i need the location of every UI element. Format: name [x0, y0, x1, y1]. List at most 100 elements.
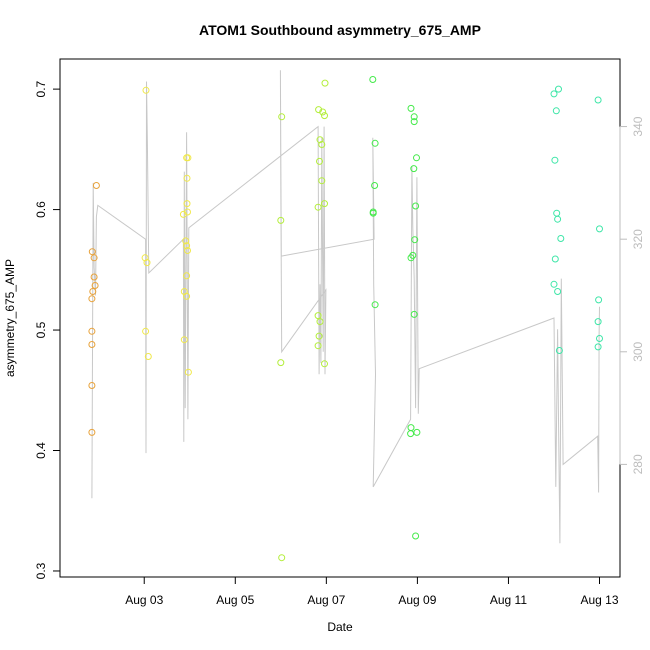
data-point: [407, 104, 415, 112]
y-axis-left: 0.3 0.4 0.5 0.6 0.7: [34, 80, 61, 579]
scatter-points-layer: [88, 76, 603, 562]
y-tick-label: 0.4: [34, 442, 48, 459]
x-axis-label: Date: [327, 620, 353, 634]
data-point: [550, 90, 558, 98]
data-point: [278, 554, 286, 562]
data-point: [316, 136, 324, 144]
chart-title: ATOM1 Southbound asymmetry_675_AMP: [199, 22, 481, 38]
data-point: [371, 139, 379, 147]
data-point: [371, 182, 379, 189]
y-tick-label: 0.6: [34, 201, 48, 218]
data-point: [88, 382, 96, 389]
data-point: [183, 272, 191, 280]
data-point: [182, 237, 190, 245]
data-point: [314, 342, 322, 350]
data-point: [88, 248, 96, 256]
data-point: [88, 327, 96, 335]
y-tick-label: 0.3: [34, 562, 48, 579]
data-point: [369, 76, 377, 83]
data-point: [184, 368, 192, 376]
data-point: [411, 236, 419, 244]
y2-tick-label: 340: [631, 116, 645, 136]
x-tick-label: Aug 07: [307, 593, 345, 607]
data-point: [91, 282, 99, 289]
line-series: [91, 70, 600, 544]
data-point: [314, 203, 322, 211]
data-point: [183, 200, 191, 208]
data-point: [183, 242, 191, 250]
data-point: [410, 113, 418, 121]
line-series-layer: [91, 70, 600, 544]
data-point: [552, 107, 560, 115]
data-point: [369, 209, 377, 217]
data-point: [594, 343, 602, 351]
data-point: [594, 318, 602, 326]
data-point: [594, 96, 602, 104]
x-tick-label: Aug 11: [490, 593, 527, 607]
data-point: [179, 210, 187, 218]
data-point: [316, 318, 324, 326]
data-point: [554, 288, 562, 295]
data-point: [314, 312, 322, 320]
data-point: [596, 335, 603, 342]
data-point: [90, 254, 98, 262]
data-point: [144, 353, 152, 360]
data-point: [410, 165, 418, 173]
data-point: [371, 301, 379, 309]
data-point: [551, 255, 559, 263]
data-point: [92, 182, 100, 189]
data-point: [183, 154, 191, 162]
data-point: [315, 332, 323, 340]
data-point: [143, 259, 151, 267]
data-point: [88, 295, 96, 303]
x-tick-label: Aug 05: [216, 593, 254, 607]
data-point: [318, 177, 326, 185]
data-point: [407, 430, 415, 438]
data-point: [316, 157, 323, 165]
data-point: [318, 141, 326, 148]
x-axis: Aug 03 Aug 05 Aug 07 Aug 09 Aug 11 Aug 13: [125, 576, 619, 607]
data-point: [321, 200, 328, 208]
y-tick-label: 0.7: [34, 80, 48, 97]
data-point: [554, 215, 562, 223]
y2-tick-label: 300: [631, 341, 645, 361]
y-tick-label: 0.5: [34, 321, 48, 338]
data-point: [183, 292, 191, 300]
data-point: [319, 108, 327, 116]
y2-tick-label: 280: [631, 454, 645, 474]
plot-frame: [59, 58, 621, 578]
y-axis-right: 280 300 320 340: [619, 116, 645, 474]
data-point: [412, 202, 420, 210]
y-axis-label: asymmetry_675_AMP: [3, 259, 17, 377]
x-tick-label: Aug 09: [398, 593, 436, 607]
data-point: [321, 112, 328, 120]
data-point: [407, 254, 415, 262]
data-point: [142, 86, 150, 94]
data-point: [550, 280, 558, 288]
data-point: [555, 85, 562, 93]
x-tick-label: Aug 13: [580, 593, 618, 607]
data-point: [88, 341, 96, 348]
data-point: [321, 360, 328, 368]
data-point: [277, 359, 285, 367]
data-point: [413, 428, 421, 436]
x-tick-label: Aug 03: [125, 593, 163, 607]
data-point: [553, 209, 561, 217]
data-point: [142, 327, 150, 335]
data-point: [184, 247, 191, 254]
data-point: [412, 532, 420, 540]
data-point: [89, 288, 97, 295]
data-point: [278, 113, 286, 121]
data-point: [277, 216, 285, 224]
data-point: [88, 428, 96, 436]
data-point: [410, 118, 418, 126]
data-point: [407, 424, 415, 432]
data-point: [595, 296, 603, 304]
data-point: [410, 310, 418, 318]
data-point: [551, 156, 559, 164]
data-point: [596, 225, 603, 233]
data-point: [321, 79, 329, 87]
y2-tick-label: 320: [631, 229, 645, 249]
data-point: [183, 174, 191, 182]
